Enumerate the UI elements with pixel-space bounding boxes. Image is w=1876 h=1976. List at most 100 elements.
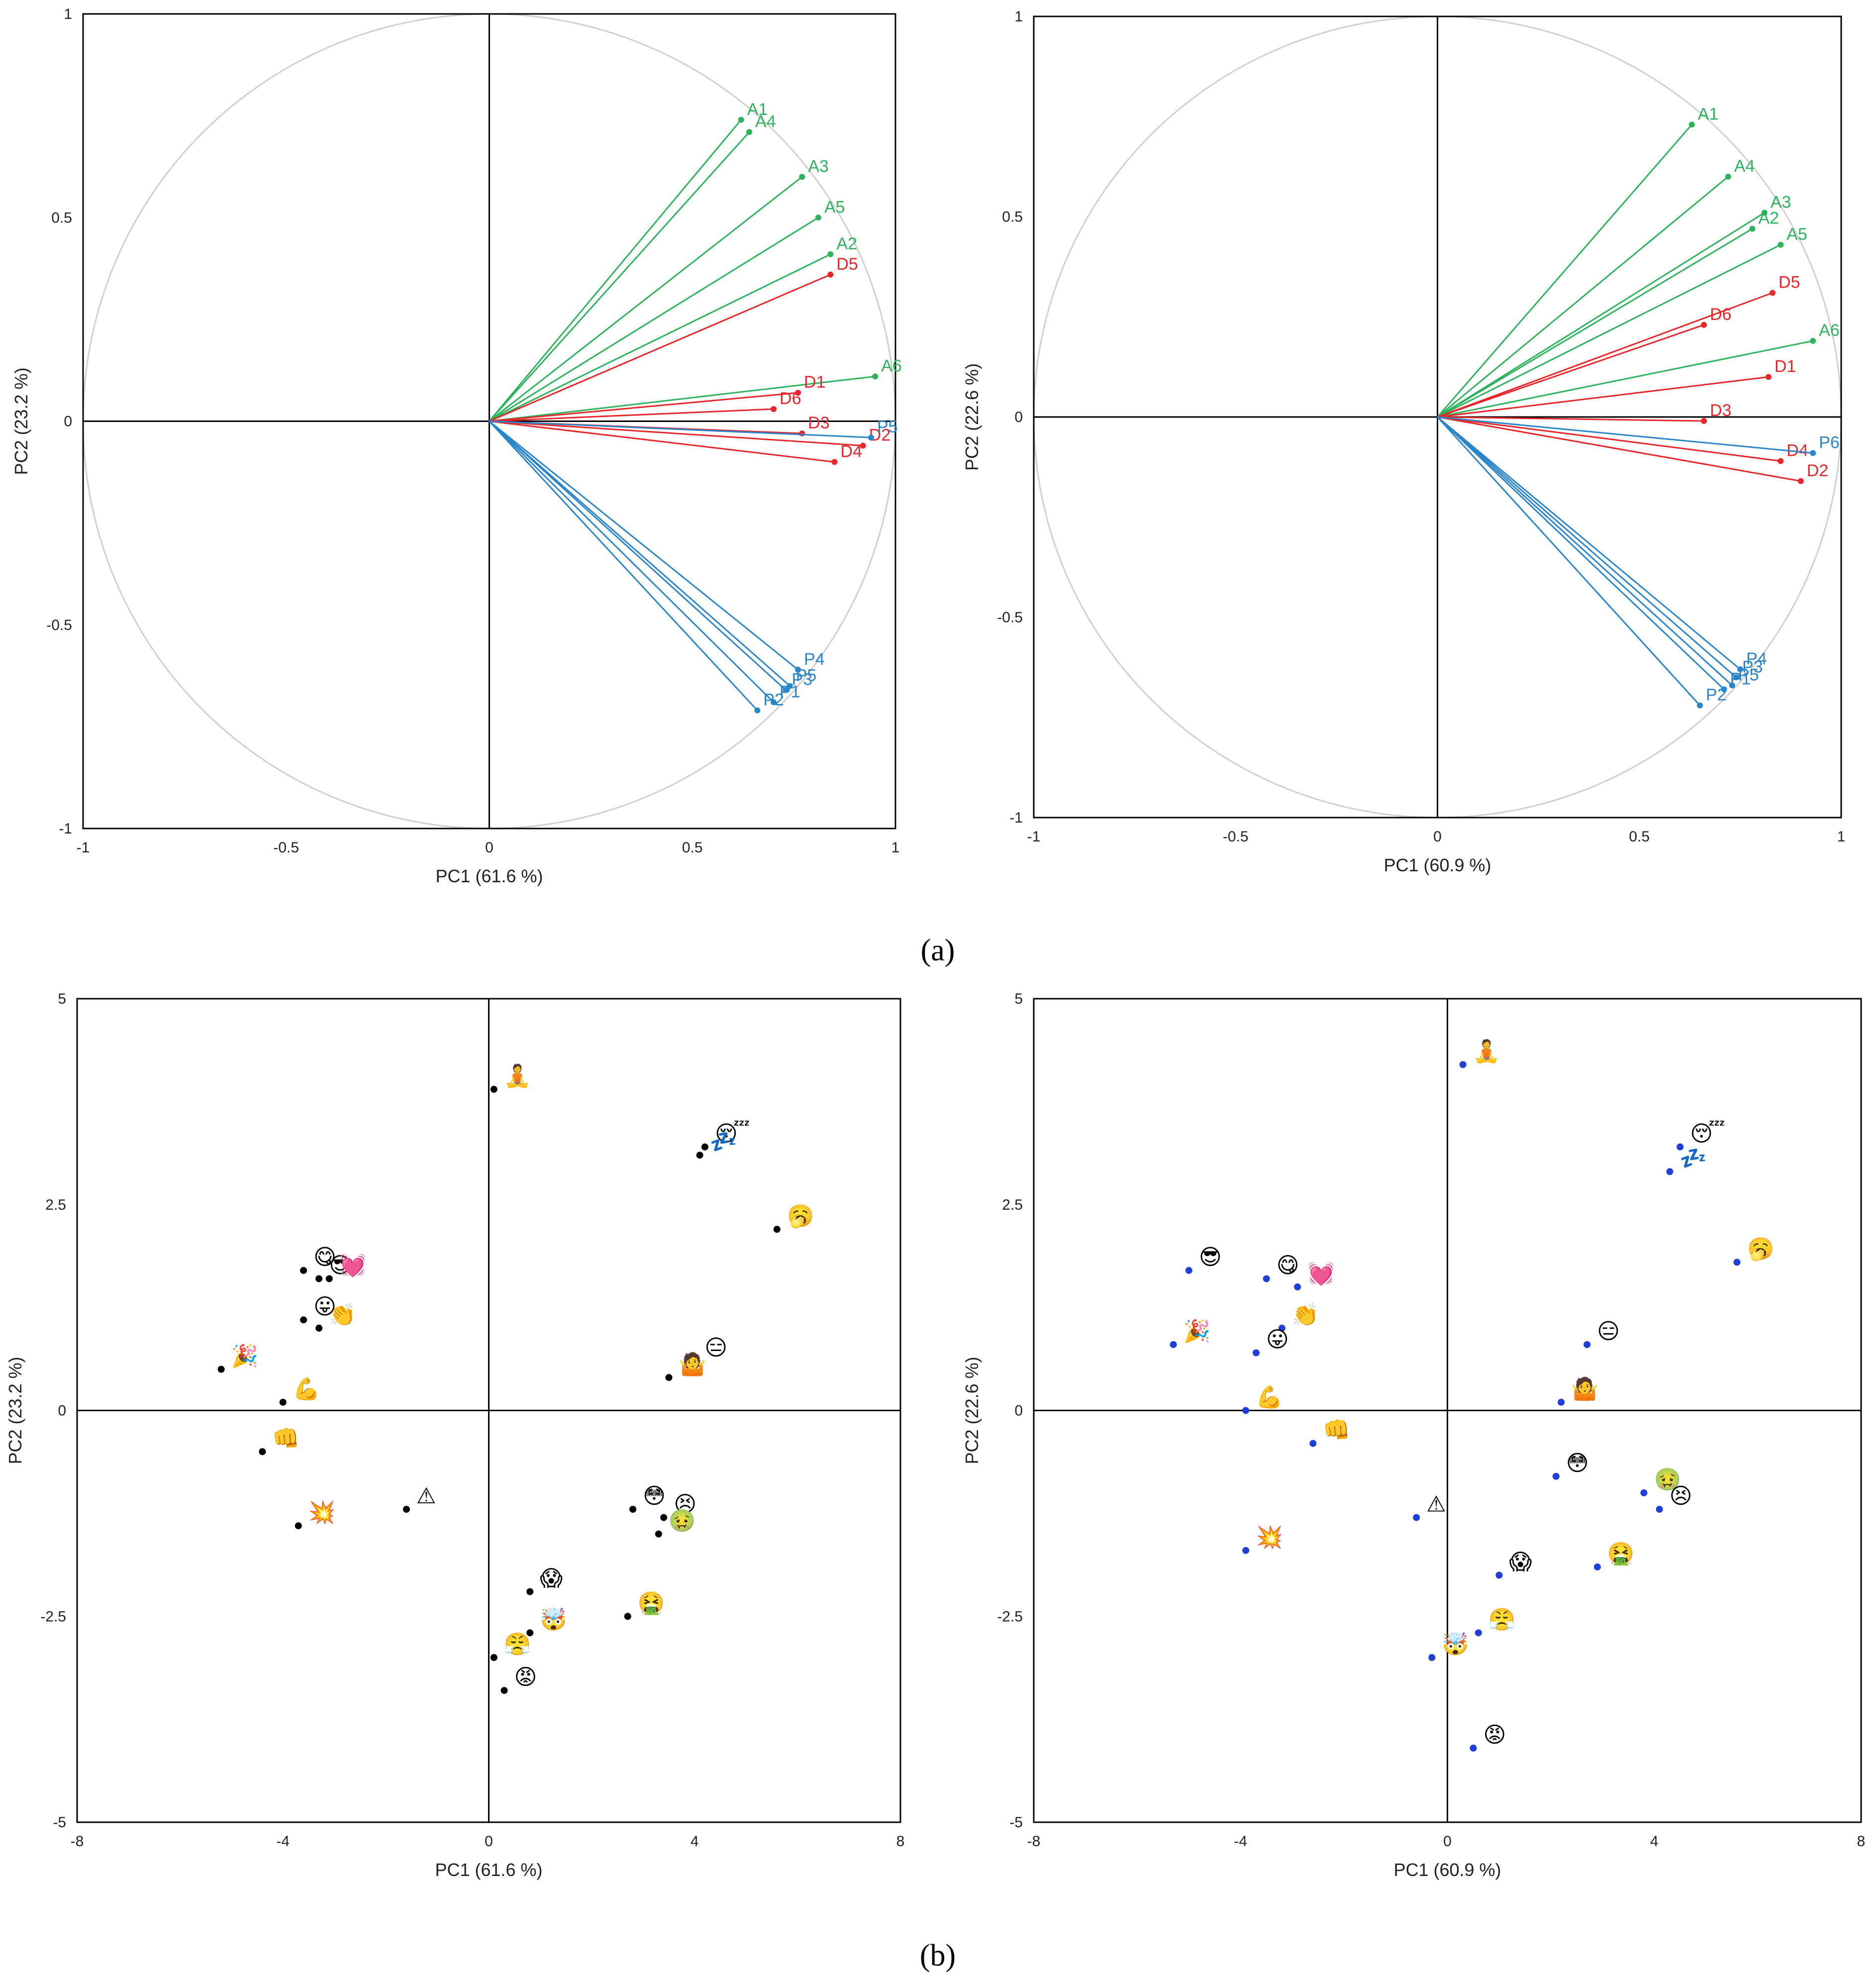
score-point (1666, 1168, 1674, 1175)
loading-vector-point (1777, 458, 1784, 464)
loading-vector-line (489, 420, 863, 447)
x-tick-label: -8 (71, 1833, 84, 1850)
loading-vector-line (1437, 416, 1733, 686)
loading-vector-label: A3 (1771, 193, 1791, 211)
loading-vector-point (1777, 241, 1784, 248)
score-point (279, 1398, 287, 1406)
x-tick-label: 0.5 (1629, 829, 1650, 845)
loading-vector-point (872, 373, 879, 380)
y-tick-label: 0 (1014, 1403, 1023, 1419)
score-point-emoji: 😛 (313, 1294, 336, 1319)
score-point-emoji: 👊 (1323, 1418, 1350, 1443)
loading-vector-point (1761, 209, 1768, 216)
score-point-emoji: 😑 (1597, 1319, 1620, 1344)
loading-vector-point (827, 251, 834, 257)
loading-vector-label: P1 (780, 682, 800, 701)
score-point (1558, 1398, 1565, 1406)
score-point (217, 1365, 225, 1373)
loading-vector-label: P2 (763, 691, 784, 710)
x-axis-label: PC1 (60.9 %) (1383, 855, 1491, 875)
loading-vector-label: D4 (841, 442, 862, 461)
loading-vector-point (795, 666, 801, 673)
score-point (1185, 1267, 1192, 1274)
loading-vector-line (1437, 416, 1813, 454)
loading-vector-point (868, 434, 875, 441)
score-point (1593, 1563, 1601, 1570)
loading-vector-label: D6 (780, 389, 801, 408)
score-point-emoji: 💥 (1256, 1525, 1283, 1550)
x-tick-label: 0 (485, 839, 494, 856)
loading-vector-point (1733, 674, 1740, 681)
loading-vector-label: A6 (881, 356, 902, 375)
score-point-emoji: 😎 (329, 1253, 352, 1278)
score-point (1677, 1143, 1684, 1150)
score-point (325, 1275, 333, 1282)
score-point-emoji: 🧘 (504, 1063, 531, 1089)
loading-vector-label: D1 (1775, 357, 1796, 376)
loading-vector-line (1437, 416, 1704, 422)
score-point (300, 1316, 307, 1324)
score-point (295, 1522, 302, 1530)
score-point-emoji: 💤 (1679, 1146, 1707, 1171)
loading-vector-point (1737, 666, 1744, 673)
score-point (526, 1588, 534, 1595)
x-tick-label: 1 (1837, 829, 1846, 845)
x-tick-label: 8 (1857, 1833, 1866, 1850)
loading-vector-line (489, 176, 803, 422)
loading-vector-line (1437, 416, 1781, 462)
score-point-emoji: 😑 (704, 1335, 727, 1360)
score-point-emoji: 😱 (1509, 1550, 1532, 1575)
loading-vector-label: A1 (747, 100, 768, 119)
score-point-emoji: 😤 (504, 1632, 531, 1657)
score-point-emoji: 👏 (329, 1302, 356, 1328)
loading-vector-label: D2 (1807, 461, 1828, 480)
loading-vector-point (1721, 686, 1727, 693)
loading-vector-line (489, 392, 798, 422)
score-point (315, 1275, 323, 1282)
loading-vector-point (1696, 702, 1703, 709)
x-tick-label: -8 (1027, 1833, 1041, 1850)
loading-vector-label: A4 (755, 112, 776, 131)
loading-vector-label: D5 (836, 255, 858, 274)
loading-vector-line (489, 420, 758, 711)
chart-b-left: -8 -4 0 4 8 -5 -2.5 0 2.5 5 PC1 (61.6 %) PC2 (23.2 … (5, 991, 904, 1880)
loading-vector-point (746, 129, 753, 135)
loading-vector-line (1437, 228, 1753, 418)
y-tick-label: 5 (1014, 991, 1023, 1007)
loading-vector-line (489, 375, 876, 422)
x-tick-label: -0.5 (1223, 829, 1249, 845)
score-point (1263, 1275, 1270, 1282)
loading-vector-label: A5 (1786, 225, 1807, 244)
score-point-emoji: 😡 (514, 1664, 537, 1690)
loading-vector-label: P3 (1742, 657, 1763, 676)
score-point (1475, 1629, 1482, 1637)
score-point-emoji: 😴 (1690, 1121, 1725, 1146)
x-tick-label: -4 (276, 1833, 290, 1850)
loading-vector-point (795, 390, 801, 396)
loading-vector-line (489, 420, 835, 463)
score-point (1309, 1440, 1317, 1447)
y-tick-label: 2.5 (1002, 1197, 1023, 1213)
score-point (490, 1086, 497, 1093)
y-tick-label: -2.5 (40, 1608, 66, 1625)
score-point (629, 1506, 637, 1513)
score-point (1294, 1283, 1301, 1291)
score-point-emoji: ⚠ (416, 1483, 436, 1509)
loading-vector-label: P6 (1819, 433, 1840, 452)
score-point (1459, 1061, 1467, 1068)
score-point (773, 1226, 781, 1233)
loading-vector-line (1437, 416, 1701, 706)
loading-vector-line (1437, 416, 1725, 690)
loading-vector-point (799, 174, 805, 180)
score-point (1470, 1745, 1477, 1752)
score-point-emoji: 🥱 (1747, 1237, 1775, 1262)
loading-vector-line (489, 408, 774, 422)
loading-vector-label: P1 (1730, 669, 1751, 688)
score-point (1552, 1472, 1560, 1480)
score-point-emoji: 💪 (1256, 1385, 1283, 1410)
loading-vector-point (1770, 290, 1776, 296)
score-point (1170, 1341, 1177, 1349)
loading-vector-line (1437, 376, 1769, 418)
score-point (490, 1654, 497, 1661)
